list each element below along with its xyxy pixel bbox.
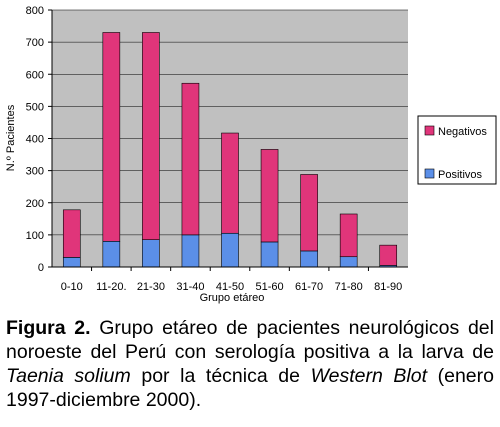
bar-negativos-0-10 <box>62 209 81 258</box>
x-tick-label: 71-80 <box>335 281 363 293</box>
caption-figure-label: Figura 2. <box>6 317 91 339</box>
x-tick-label: 0-10 <box>61 281 83 293</box>
x-tick-label: 61-70 <box>295 281 323 293</box>
x-tick-label: 31-40 <box>176 281 204 293</box>
x-tick-label: 81-90 <box>374 281 402 293</box>
y-tick-label: 100 <box>26 230 44 242</box>
x-axis-label: Grupo etáreo <box>200 292 265 304</box>
y-tick-label: 300 <box>26 166 44 178</box>
bar-positivos-0-10 <box>62 257 81 268</box>
caption-text-1: Grupo etáreo de pacientes neurológicos d… <box>6 317 494 363</box>
bar-positivos-41-50 <box>221 232 239 268</box>
bar-negativos-71-80 <box>339 213 358 258</box>
bar-positivos-11-20- <box>102 241 121 268</box>
y-tick-label: 0 <box>38 262 44 274</box>
bar-negativos-31-40 <box>181 82 200 236</box>
legend: Negativos Positivos <box>417 115 497 185</box>
caption-text-3: (enero 1997-diciembre 2000). <box>6 365 494 411</box>
caption-text-2: por la técnica de <box>130 365 311 387</box>
y-tick-label: 400 <box>26 134 44 146</box>
bar-negativos-41-50 <box>221 132 239 234</box>
legend-label-positivos: Positivos <box>438 169 483 181</box>
caption-species: Taenia solium <box>6 365 131 387</box>
bar-positivos-71-80 <box>339 256 358 268</box>
legend-swatch-negativos <box>424 125 435 136</box>
x-axis-ticks: 0-10 11-20. 21-30 31-40 41-50 51-60 61-70 71-80… <box>61 267 402 293</box>
y-tick-label: 200 <box>26 198 44 210</box>
y-tick-label: 500 <box>26 101 44 113</box>
stacked-bar-chart: 0 100 200 300 400 500 600 700 800 0-10 11-20. 21-3… <box>5 5 497 304</box>
bar-negativos-51-60 <box>260 149 279 243</box>
bar-negativos-21-30 <box>142 32 160 240</box>
x-tick-label: 11-20. <box>96 281 126 293</box>
legend-label-negativos: Negativos <box>438 126 487 138</box>
caption-technique: Western Blot <box>310 365 428 387</box>
figure-caption: Figura 2. Grupo etáreo de pacientes neur… <box>6 316 494 412</box>
bar-positivos-51-60 <box>260 241 279 268</box>
bar-positivos-31-40 <box>181 234 200 268</box>
y-tick-label: 600 <box>26 69 44 81</box>
bar-negativos-11-20- <box>102 32 121 242</box>
legend-swatch-positivos <box>424 168 435 179</box>
y-tick-label: 700 <box>26 37 44 49</box>
y-axis-label: N.º Pacientes <box>5 104 17 171</box>
bars <box>62 32 398 268</box>
bar-negativos-61-70 <box>300 174 318 252</box>
y-axis-ticks: 0 100 200 300 400 500 600 700 800 <box>26 5 52 274</box>
x-tick-label: 51-60 <box>255 281 283 293</box>
bar-positivos-61-70 <box>300 250 318 268</box>
x-tick-label: 41-50 <box>216 281 244 293</box>
x-tick-label: 21-30 <box>137 281 165 293</box>
bar-negativos-81-90 <box>379 244 398 266</box>
y-tick-label: 800 <box>26 5 44 17</box>
bar-positivos-21-30 <box>142 239 160 268</box>
